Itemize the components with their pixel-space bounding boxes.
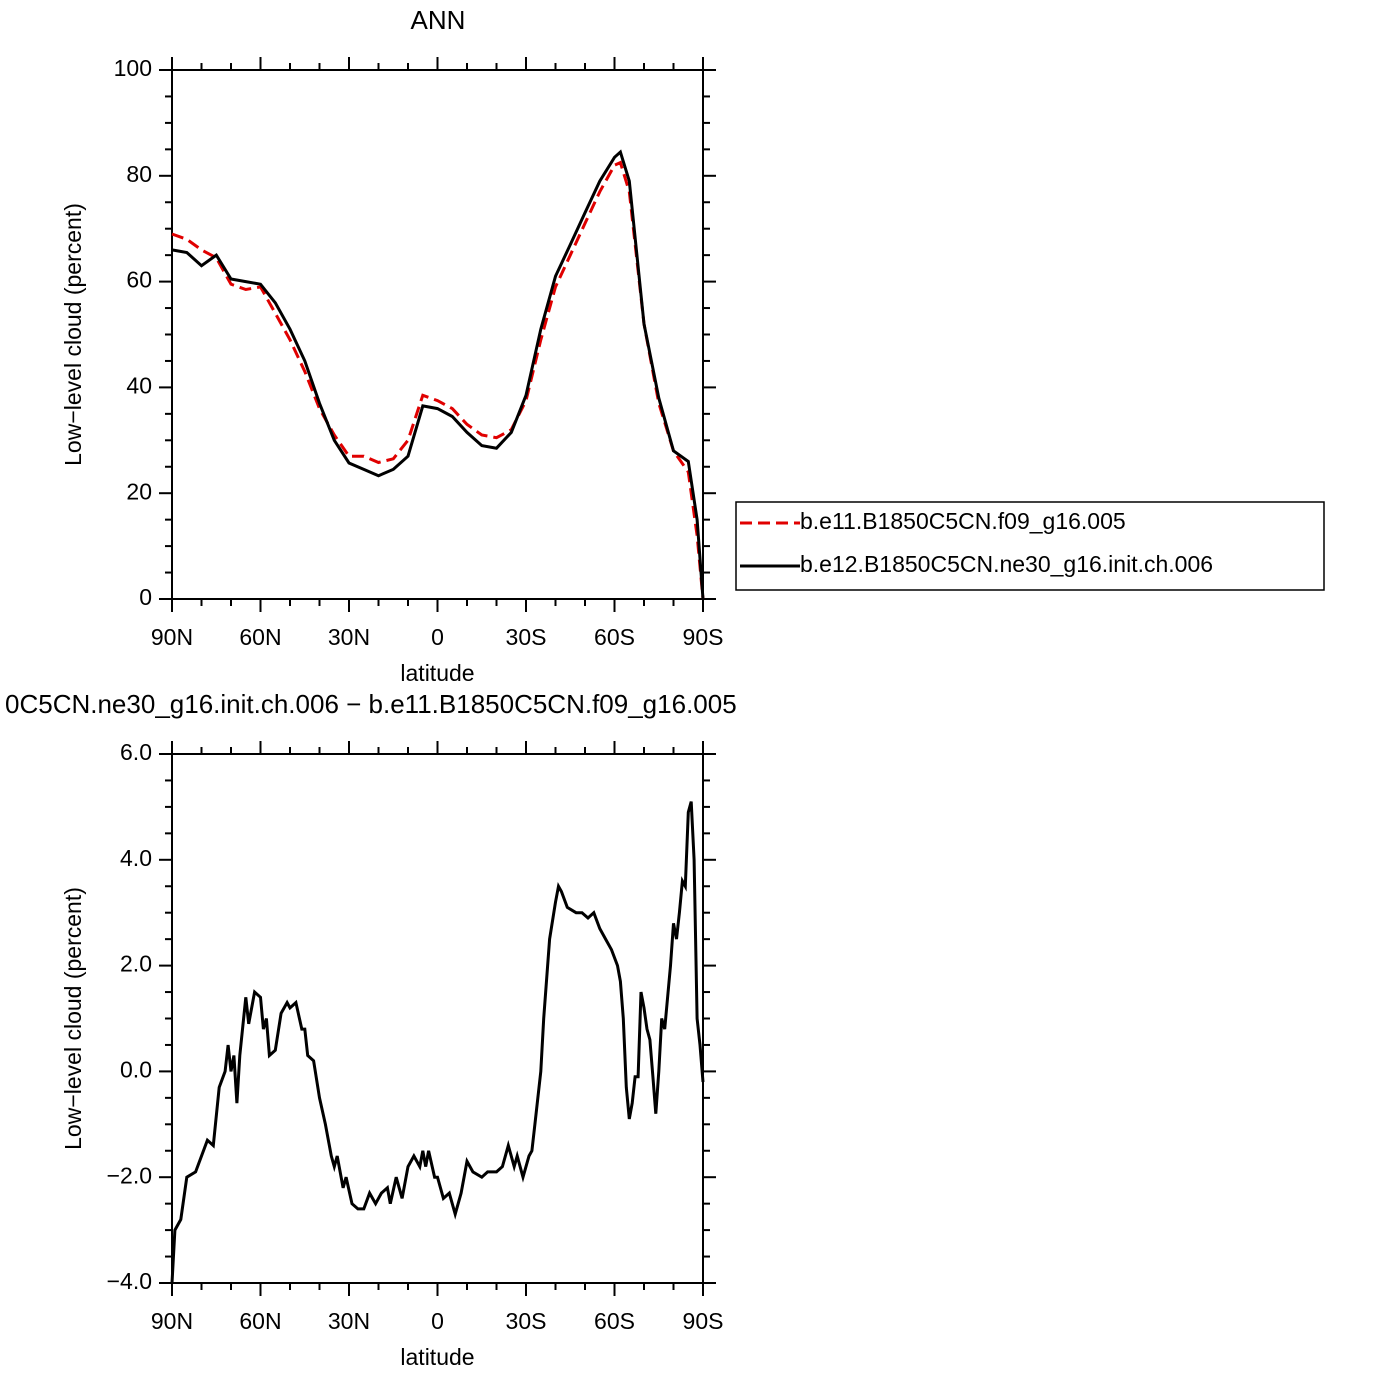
x-tick-label: 90S	[683, 1308, 724, 1334]
x-tick-label: 90S	[683, 624, 724, 650]
y-tick-label: 2.0	[120, 951, 152, 977]
x-tick-label: 30S	[506, 624, 547, 650]
y-tick-label: 60	[126, 267, 152, 293]
legend-label: b.e11.B1850C5CN.f09_g16.005	[800, 508, 1126, 534]
y-tick-label: −4.0	[107, 1268, 152, 1294]
y-tick-label: 20	[126, 478, 152, 504]
y-tick-label: 40	[126, 372, 152, 398]
x-axis-label: latitude	[400, 1344, 474, 1370]
x-tick-label: 60S	[594, 1308, 635, 1334]
y-tick-label: 100	[114, 55, 152, 81]
x-tick-label: 0	[431, 1308, 444, 1334]
y-tick-label: 0.0	[120, 1056, 152, 1082]
chart-title: 0C5CN.ne30_g16.init.ch.006 − b.e11.B1850…	[5, 689, 737, 719]
data-line	[171, 160, 705, 600]
legend-box	[735, 501, 1325, 591]
y-tick-label: 80	[126, 161, 152, 187]
x-axis-label: latitude	[400, 660, 474, 686]
legend-label: b.e12.B1850C5CN.ne30_g16.init.ch.006	[800, 551, 1213, 577]
x-tick-label: 0	[431, 624, 444, 650]
chart-title: ANN	[411, 5, 466, 35]
y-axis-label: Low−level cloud (percent)	[60, 887, 86, 1150]
y-tick-label: −2.0	[107, 1162, 152, 1188]
x-tick-label: 60N	[239, 1308, 281, 1334]
y-tick-label: 0	[139, 584, 152, 610]
x-tick-label: 90N	[151, 1308, 193, 1334]
x-tick-label: 30N	[328, 624, 370, 650]
y-tick-label: 4.0	[120, 845, 152, 871]
x-tick-label: 60N	[239, 624, 281, 650]
y-tick-label: 6.0	[120, 739, 152, 765]
x-tick-label: 90N	[151, 624, 193, 650]
plot-frame	[171, 69, 704, 600]
x-tick-label: 60S	[594, 624, 635, 650]
x-tick-label: 30S	[506, 1308, 547, 1334]
x-tick-label: 30N	[328, 1308, 370, 1334]
data-line	[170, 801, 705, 1284]
y-axis-label: Low−level cloud (percent)	[60, 203, 86, 466]
data-line	[171, 149, 705, 600]
